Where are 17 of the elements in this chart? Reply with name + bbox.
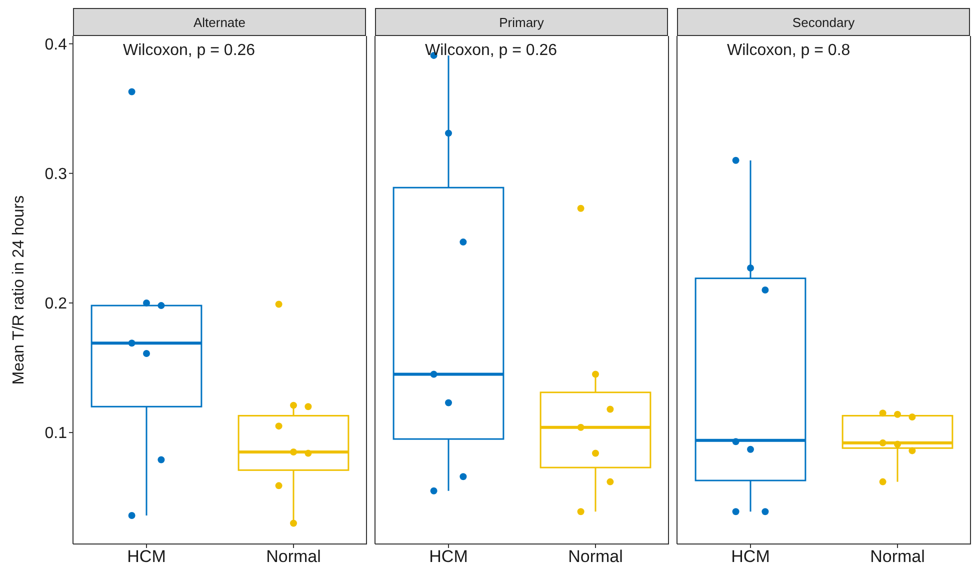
chart-title: Primary bbox=[375, 8, 668, 36]
y-tick-label: 0.2 bbox=[44, 296, 68, 313]
y-tick-label: 0.1 bbox=[44, 425, 68, 442]
annotation: Wilcoxon, p = 0.8 bbox=[727, 42, 850, 60]
y-axis-title: Mean T/R ratio in 24 hours bbox=[10, 195, 28, 385]
x-tick-label: Normal bbox=[266, 547, 321, 566]
chart-title: Alternate bbox=[73, 8, 366, 36]
x-tick-label: Normal bbox=[870, 547, 925, 566]
y-tick-label: 0.4 bbox=[44, 36, 68, 54]
chart-title: Secondary bbox=[677, 8, 970, 36]
x-tick-label: HCM bbox=[127, 547, 166, 566]
x-tick-label: Normal bbox=[568, 547, 623, 566]
x-tick-label: HCM bbox=[731, 547, 770, 566]
x-tick-label: HCM bbox=[429, 547, 468, 566]
annotation: Wilcoxon, p = 0.26 bbox=[123, 42, 256, 60]
annotation: Wilcoxon, p = 0.26 bbox=[425, 42, 558, 60]
y-tick-label: 0.3 bbox=[44, 166, 68, 184]
